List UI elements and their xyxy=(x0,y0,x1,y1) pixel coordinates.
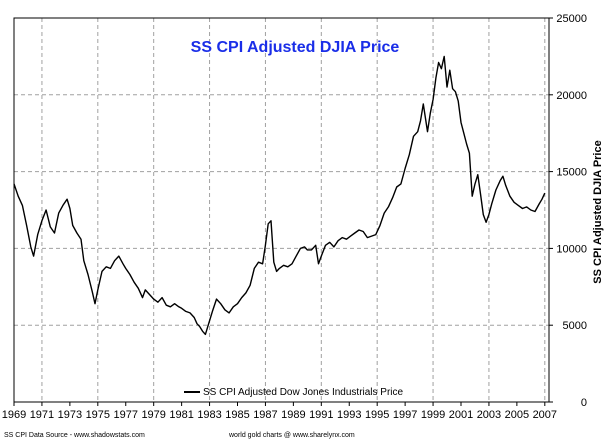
x-tick-label: 1979 xyxy=(141,409,165,421)
x-tick-label: 1981 xyxy=(169,409,193,421)
x-tick-label: 1985 xyxy=(225,409,249,421)
y-tick-label: 10000 xyxy=(556,243,587,255)
x-axis-ticks: 1969 1971 1973 1975 1977 1979 1981 1983 1985 1987… xyxy=(2,402,557,421)
footer-source-left: SS CPI Data Source - www.shadowstats.com xyxy=(4,432,145,439)
x-tick-label: 2007 xyxy=(533,409,557,421)
axes xyxy=(13,17,550,403)
legend: SS CPI Adjusted Dow Jones Industrials Pr… xyxy=(184,387,404,398)
x-tick-label: 1973 xyxy=(58,409,82,421)
plot-area xyxy=(14,18,549,402)
x-tick-label: 1987 xyxy=(253,409,277,421)
y-axis-ticks: 0 5000 10000 15000 20000 25000 xyxy=(549,13,587,409)
x-tick-label: 1975 xyxy=(86,409,110,421)
x-tick-label: 1993 xyxy=(337,409,361,421)
x-tick-label: 2003 xyxy=(477,409,501,421)
series-line xyxy=(13,55,546,336)
x-tick-label: 1991 xyxy=(309,409,333,421)
y-tick-label: 5000 xyxy=(563,320,587,332)
series-group xyxy=(13,55,546,336)
y-tick-label: 20000 xyxy=(556,90,587,102)
x-tick-label: 1995 xyxy=(365,409,389,421)
x-tick-label: 1989 xyxy=(281,409,305,421)
x-tick-label: 1977 xyxy=(114,409,138,421)
x-tick-label: 2005 xyxy=(505,409,529,421)
y-tick-label: 15000 xyxy=(556,167,587,179)
plot-border xyxy=(13,17,550,403)
x-tick-label: 1999 xyxy=(421,409,445,421)
y-tick-label: 25000 xyxy=(556,13,587,25)
x-tick-label: 1983 xyxy=(197,409,221,421)
footer-source-center: world gold charts @ www.sharelynx.com xyxy=(228,432,355,439)
x-tick-label: 1997 xyxy=(393,409,417,421)
y-tick-label: 0 xyxy=(581,397,587,409)
x-tick-label: 2001 xyxy=(449,409,473,421)
x-tick-label: 1969 xyxy=(2,409,26,421)
y-axis-label: SS CPI Adjusted DJIA Price xyxy=(592,140,604,283)
x-tick-label: 1971 xyxy=(30,409,54,421)
chart-title: SS CPI Adjusted DJIA Price xyxy=(191,39,400,56)
grid xyxy=(14,18,549,402)
legend-label: SS CPI Adjusted Dow Jones Industrials Pr… xyxy=(203,387,404,398)
